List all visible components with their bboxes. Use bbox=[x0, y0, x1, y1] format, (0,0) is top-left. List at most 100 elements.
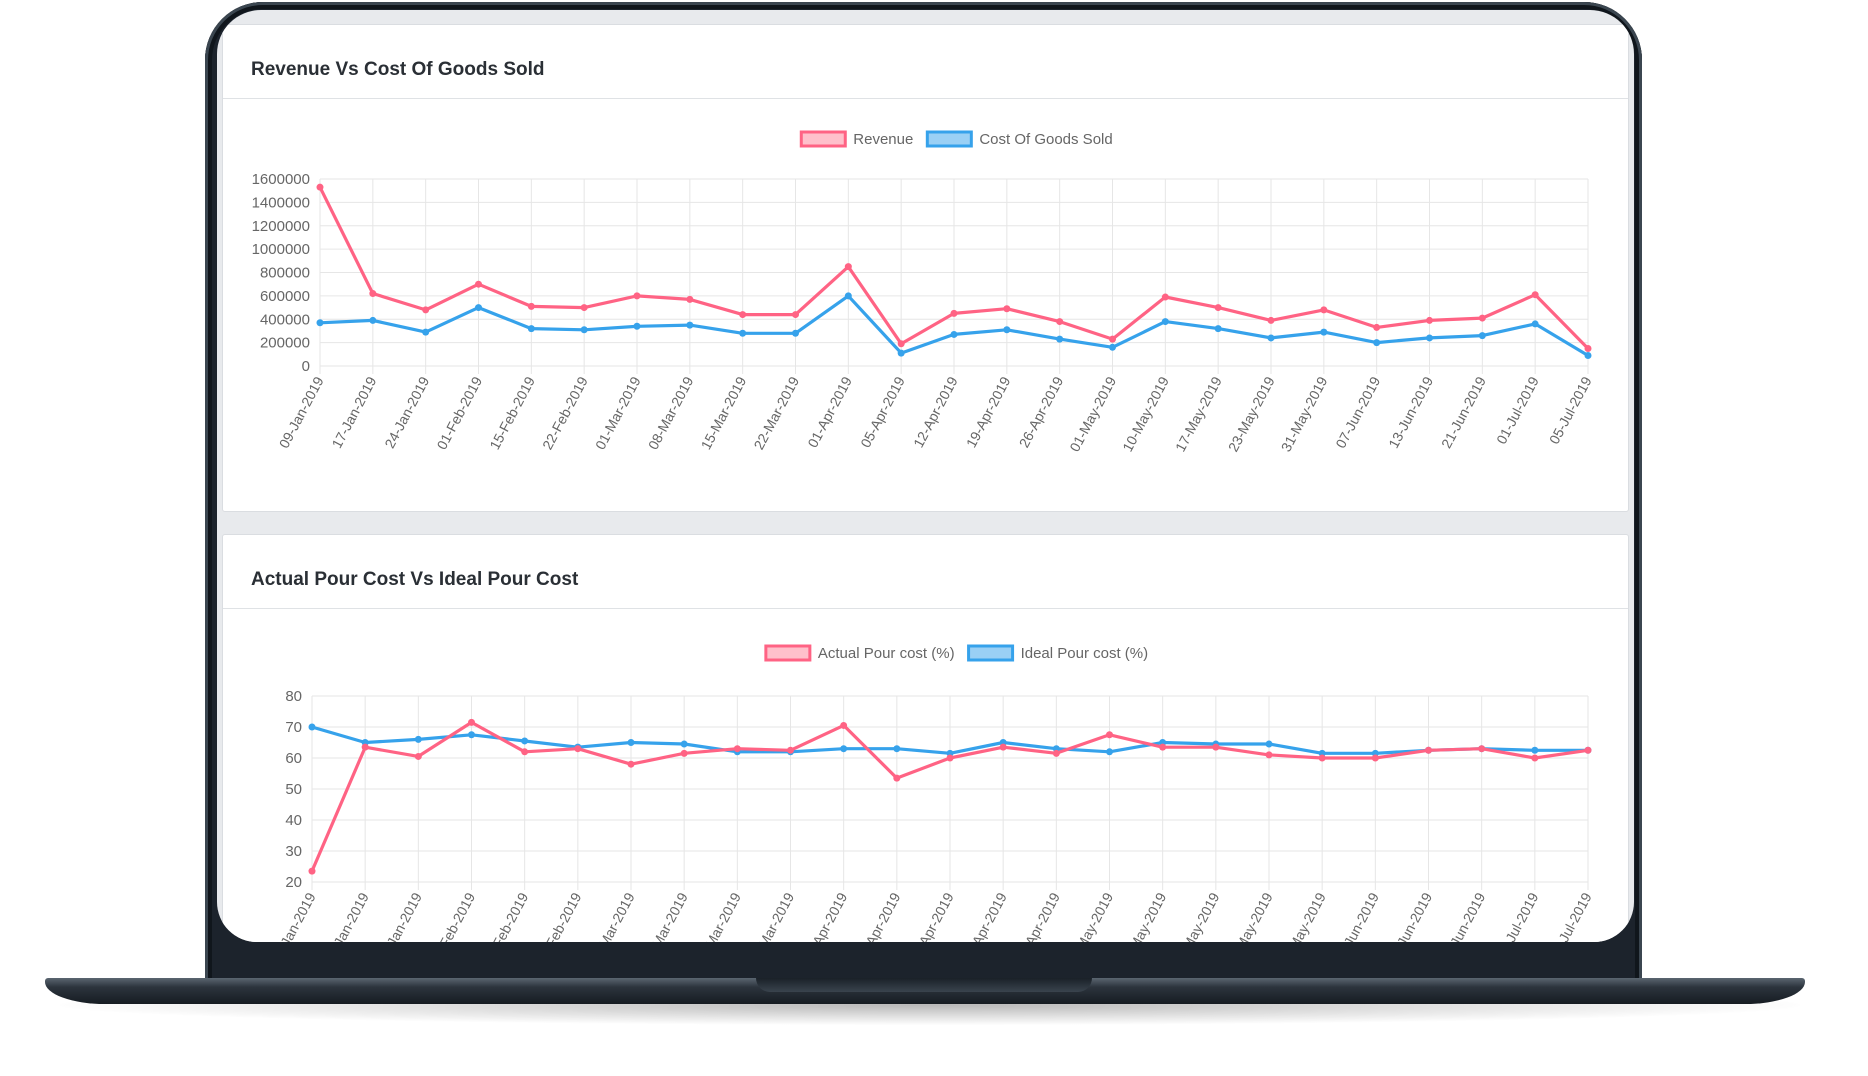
x-tick-label: 08-Mar-2019 bbox=[639, 890, 691, 942]
laptop-hinge-notch bbox=[756, 978, 1092, 992]
x-tick-label: 01-Mar-2019 bbox=[586, 890, 638, 942]
x-tick-label: 31-May-2019 bbox=[1276, 890, 1329, 942]
x-tick-label: 05-Jul-2019 bbox=[1546, 890, 1595, 942]
x-tick-label: 01-May-2019 bbox=[1066, 374, 1119, 455]
legend-label: Actual Pour cost (%) bbox=[818, 645, 955, 662]
data-point bbox=[1214, 325, 1222, 333]
x-tick-label: 15-Mar-2019 bbox=[692, 890, 744, 942]
legend-label: Cost Of Goods Sold bbox=[979, 131, 1112, 148]
data-point bbox=[1159, 743, 1167, 751]
x-tick-label: 17-Jan-2019 bbox=[321, 890, 372, 942]
data-point bbox=[1425, 746, 1432, 754]
data-point bbox=[527, 302, 535, 310]
x-tick-label: 01-Jul-2019 bbox=[1493, 374, 1542, 447]
x-tick-label: 22-Mar-2019 bbox=[750, 374, 802, 452]
data-point bbox=[1320, 306, 1328, 314]
data-point bbox=[475, 304, 482, 312]
x-tick-label: 01-Jul-2019 bbox=[1493, 890, 1542, 942]
x-tick-label: 12-Apr-2019 bbox=[906, 890, 957, 942]
data-point bbox=[1109, 335, 1116, 343]
x-tick-label: 22-Mar-2019 bbox=[745, 890, 797, 942]
legend-swatch bbox=[967, 644, 1015, 662]
laptop-screen: Revenue Vs Cost Of Goods Sold 0 200000 400… bbox=[217, 10, 1634, 942]
data-point bbox=[1426, 316, 1433, 324]
data-point bbox=[1531, 746, 1539, 754]
card-header: Revenue Vs Cost Of Goods Sold bbox=[223, 25, 1628, 99]
x-tick-label: 01-Apr-2019 bbox=[800, 890, 851, 942]
data-point bbox=[733, 745, 741, 753]
legend-swatch bbox=[925, 130, 973, 148]
y-tick-label: 60 bbox=[285, 750, 302, 767]
x-tick-label: 19-Apr-2019 bbox=[959, 890, 1010, 942]
x-tick-label: 31-May-2019 bbox=[1278, 374, 1331, 455]
data-point bbox=[1584, 746, 1592, 754]
data-point bbox=[369, 316, 377, 324]
x-tick-label: 01-Mar-2019 bbox=[592, 374, 644, 452]
data-point bbox=[1212, 743, 1220, 751]
data-point bbox=[680, 749, 688, 757]
data-point bbox=[1426, 334, 1433, 342]
y-tick-label: 0 bbox=[302, 358, 310, 375]
data-point bbox=[1052, 749, 1060, 757]
data-point bbox=[1320, 328, 1328, 336]
data-point bbox=[792, 311, 799, 319]
data-point bbox=[627, 739, 635, 746]
y-tick-label: 800000 bbox=[260, 265, 310, 282]
legend-label: Ideal Pour cost (%) bbox=[1021, 645, 1149, 662]
card-title: Revenue Vs Cost Of Goods Sold bbox=[251, 59, 545, 80]
gridlines bbox=[319, 178, 1589, 374]
x-tick-label: 17-May-2019 bbox=[1170, 890, 1223, 942]
data-point bbox=[1531, 754, 1539, 762]
x-tick-label: 01-Feb-2019 bbox=[426, 890, 478, 942]
x-tick-label: 05-Apr-2019 bbox=[853, 890, 904, 942]
x-tick-label: 17-Jan-2019 bbox=[328, 374, 379, 451]
y-tick-label: 40 bbox=[285, 812, 302, 829]
data-point bbox=[739, 329, 747, 337]
y-tick-label: 1400000 bbox=[252, 194, 310, 211]
card-header: Actual Pour Cost Vs Ideal Pour Cost bbox=[223, 535, 1628, 609]
y-tick-label: 1000000 bbox=[252, 241, 310, 258]
x-tick-label: 19-Apr-2019 bbox=[963, 374, 1014, 450]
y-tick-label: 80 bbox=[285, 688, 302, 705]
revenue-vs-cogs-card: Revenue Vs Cost Of Goods Sold 0 200000 400… bbox=[222, 24, 1629, 512]
data-point bbox=[1531, 291, 1539, 299]
data-point bbox=[574, 745, 582, 753]
y-tick-label: 30 bbox=[285, 843, 302, 860]
data-point bbox=[633, 322, 641, 330]
y-tick-label: 20 bbox=[285, 874, 302, 891]
pour-cost-card: Actual Pour Cost Vs Ideal Pour Cost 20 30… bbox=[222, 534, 1629, 942]
data-point bbox=[1478, 314, 1486, 322]
data-point bbox=[1214, 304, 1222, 312]
data-point bbox=[1109, 343, 1116, 351]
x-tick-label: 09-Jan-2019 bbox=[268, 890, 319, 942]
chart-legend: Revenue Cost Of Goods Sold bbox=[799, 130, 1113, 148]
data-point bbox=[369, 290, 377, 298]
legend-swatch bbox=[764, 644, 812, 662]
x-tick-label: 10-May-2019 bbox=[1119, 374, 1172, 455]
data-point bbox=[1161, 318, 1169, 326]
data-point bbox=[950, 330, 958, 338]
x-tick-label: 05-Jul-2019 bbox=[1546, 374, 1595, 447]
x-tick-label: 01-May-2019 bbox=[1063, 890, 1116, 942]
data-point bbox=[897, 340, 905, 348]
data-point bbox=[1584, 351, 1592, 359]
data-point bbox=[361, 743, 369, 751]
series-revenue bbox=[316, 183, 1592, 352]
data-point bbox=[1003, 305, 1011, 313]
x-tick-label: 08-Mar-2019 bbox=[645, 374, 697, 452]
data-point bbox=[840, 745, 848, 753]
y-tick-label: 400000 bbox=[260, 311, 310, 328]
data-point bbox=[414, 752, 422, 760]
data-point bbox=[739, 311, 747, 319]
data-point bbox=[627, 760, 635, 768]
data-point bbox=[475, 280, 482, 288]
x-tick-label: 07-Jun-2019 bbox=[1331, 890, 1382, 942]
chart-legend: Actual Pour cost (%) Ideal Pour cost (%) bbox=[764, 644, 1149, 662]
x-tick-label: 23-May-2019 bbox=[1223, 890, 1276, 942]
x-tick-label: 10-May-2019 bbox=[1116, 890, 1169, 942]
data-point bbox=[792, 329, 799, 337]
data-point bbox=[1265, 740, 1273, 748]
x-tick-label: 24-Jan-2019 bbox=[374, 890, 425, 942]
data-point bbox=[1373, 339, 1381, 347]
x-tick-label: 05-Apr-2019 bbox=[857, 374, 908, 450]
